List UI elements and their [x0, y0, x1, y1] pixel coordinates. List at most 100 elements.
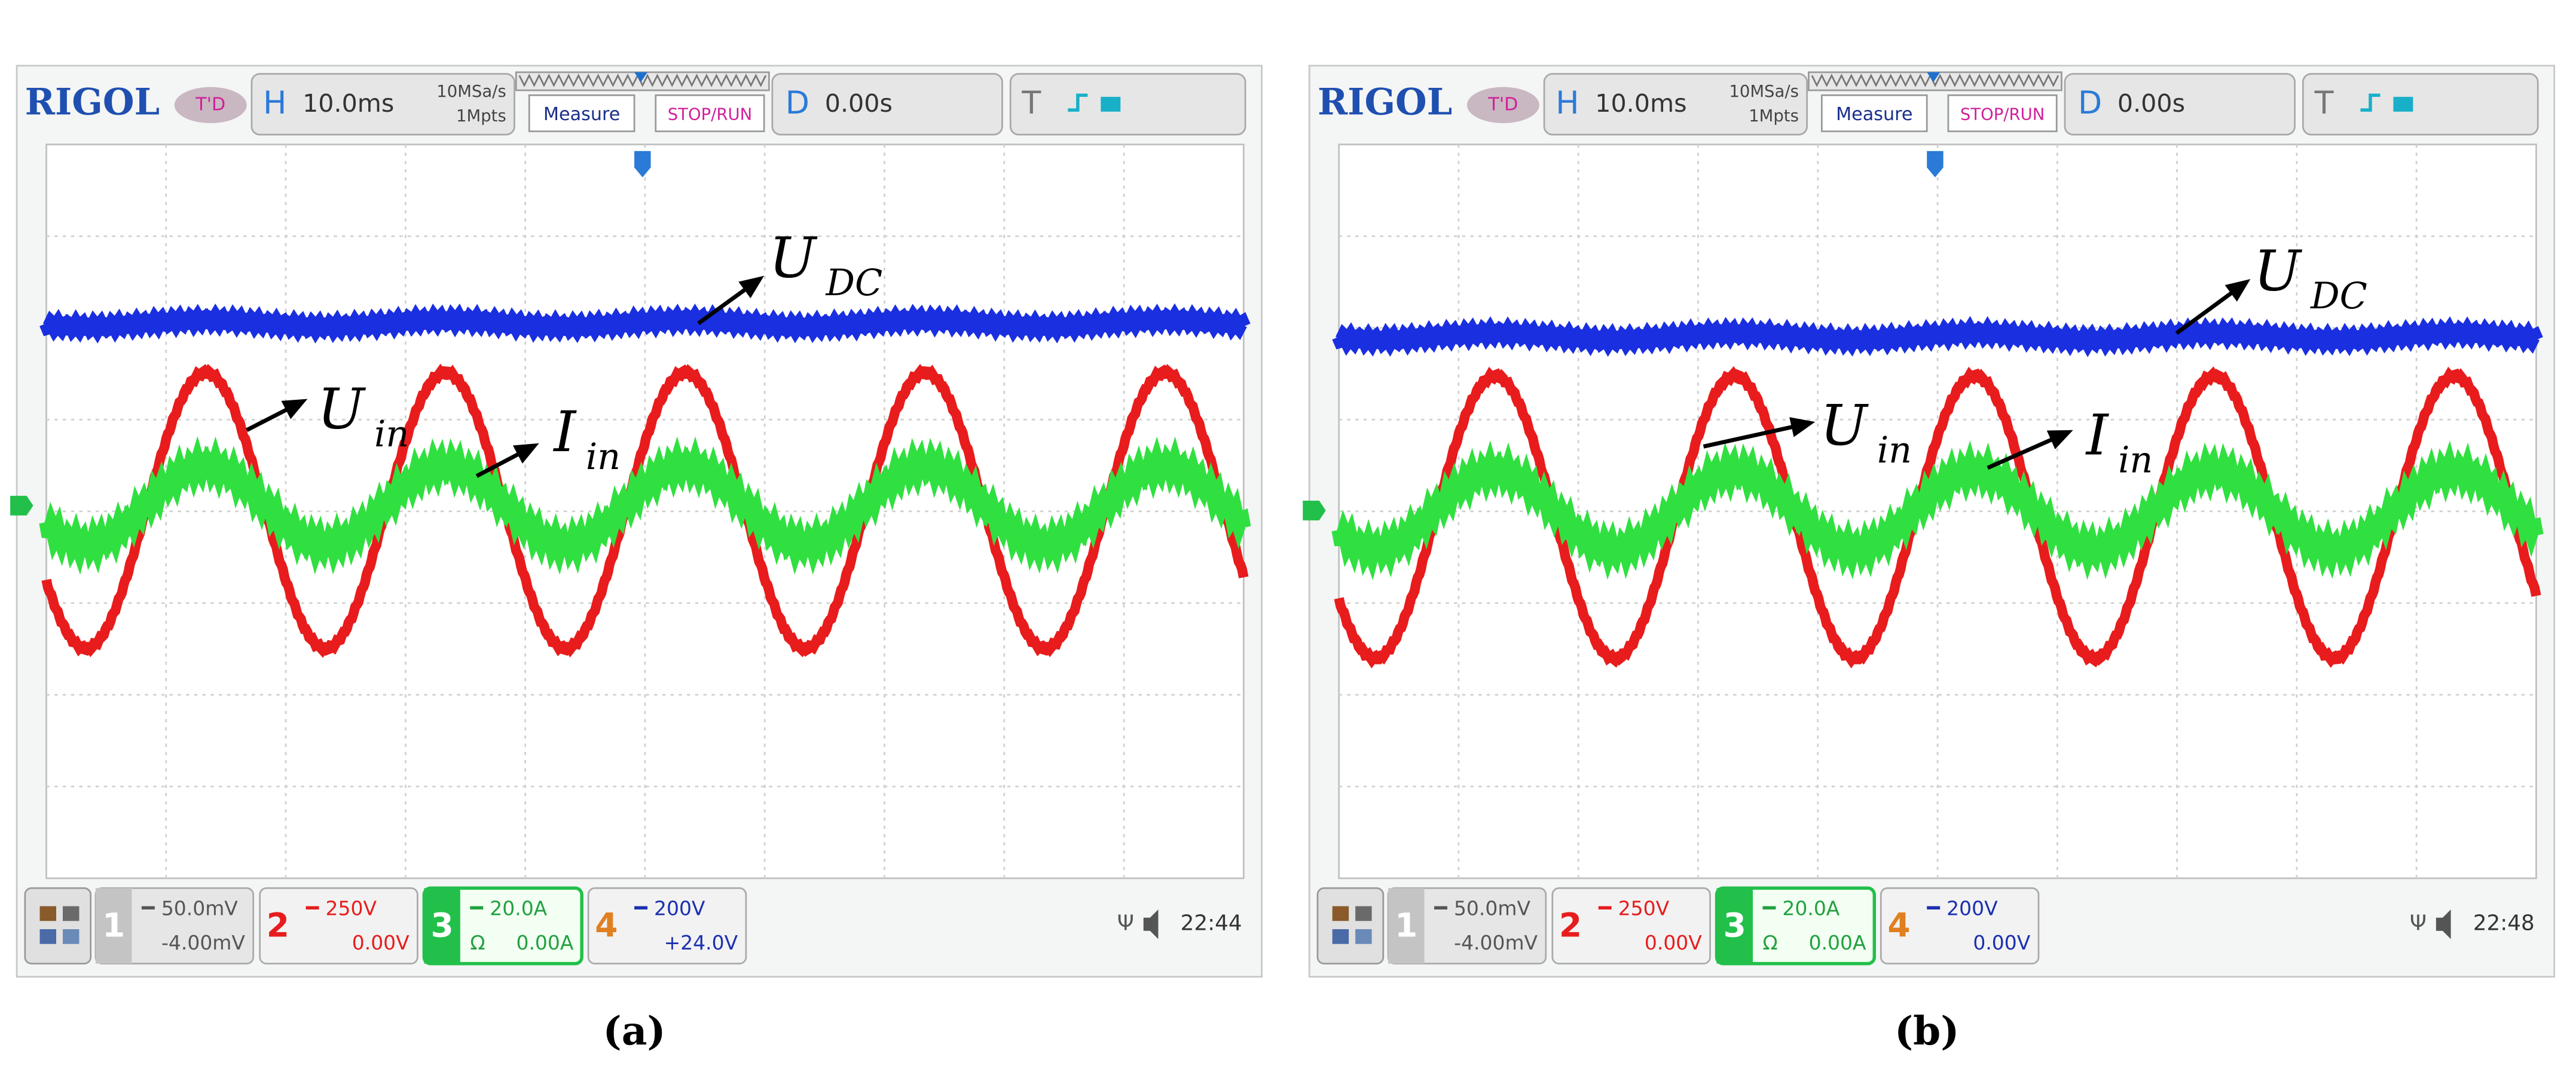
- timebase: 10.0ms: [302, 89, 394, 118]
- annotation-symbol: U: [1820, 393, 1869, 458]
- trigger-edge-icon: [2360, 93, 2381, 112]
- delay-key: D: [2078, 85, 2102, 121]
- trigger-mode: T'D: [1487, 94, 1518, 115]
- horizontal-box: [1543, 73, 1808, 136]
- run-label: STOP/RUN: [668, 105, 752, 124]
- run-button: [1947, 94, 2058, 133]
- menu-icon-cell: [39, 906, 57, 921]
- annotation-symbol: I: [552, 400, 577, 465]
- input-voltage-trace: [41, 363, 1249, 658]
- menu-icon-cell: [39, 929, 57, 944]
- channel-offset: 0.00V: [1645, 931, 1702, 954]
- trigger-box: [2302, 73, 2539, 136]
- trigger-source-icon: [2393, 97, 2413, 112]
- horizontal-key: H: [263, 85, 286, 121]
- channel-number-box: [95, 888, 132, 964]
- channel-number-box: [424, 888, 460, 964]
- annotation-subscript: DC: [826, 262, 883, 304]
- trigger-box: [1009, 73, 1246, 136]
- scope-panel: RIGOL T'D H 10.0ms 10MSa/s 1Mpts Measure STOP/R…: [10, 65, 1263, 1054]
- channel-number: 1: [1395, 906, 1417, 944]
- annotation-arrowhead: [738, 275, 765, 299]
- channel-scale: 200V: [654, 897, 705, 920]
- dc-voltage-trace: [39, 303, 1251, 344]
- trigger-edge-icon: [1068, 93, 1088, 112]
- channel-number-box: [1388, 888, 1425, 964]
- usb-icon: Ψ: [1117, 911, 1134, 936]
- menu-icon-cell: [62, 906, 80, 921]
- annotation-arrowhead: [2224, 279, 2251, 302]
- channel-number-box: [1716, 888, 1753, 964]
- plot-area: [1338, 143, 2537, 880]
- annotation-symbol: U: [769, 226, 818, 291]
- channel-scale: 50.0mV: [1454, 897, 1530, 920]
- annotation-symbol: U: [2254, 239, 2303, 304]
- menu-icon-box: [24, 887, 92, 965]
- measure-label: Measure: [543, 104, 620, 125]
- annotation-arrowhead: [281, 399, 308, 419]
- annotation-symbol: U: [317, 377, 366, 442]
- channel-scale: 250V: [326, 897, 377, 920]
- channel-box: [1880, 887, 2040, 965]
- menu-icon-cell: [1332, 929, 1349, 944]
- memory-pointer: [634, 72, 648, 82]
- annotation-subscript: in: [1877, 430, 1912, 471]
- channel-number: 1: [102, 906, 125, 944]
- memory-pointer: [1927, 72, 1941, 82]
- annotation-arrow: [697, 283, 752, 326]
- clock: 22:48: [2473, 911, 2535, 936]
- horizontal-box: [250, 73, 515, 136]
- annotation-arrow: [1987, 434, 2059, 470]
- trigger-source-icon: [1101, 97, 1121, 112]
- speaker-icon: [1143, 909, 1159, 939]
- channel-offset: 0.00A: [516, 931, 573, 954]
- annotation-arrow: [2175, 287, 2239, 335]
- brand: RIGOL: [1318, 81, 1452, 123]
- channel-3-marker: [10, 495, 33, 516]
- delay-key: D: [786, 85, 809, 121]
- menu-icon-cell: [62, 929, 80, 944]
- annotation-subscript: in: [374, 413, 409, 455]
- trigger-position-marker: [1927, 151, 1944, 177]
- annotation-arrowhead: [1789, 417, 1816, 437]
- delay-value: 0.00s: [2117, 89, 2185, 118]
- scope-panel: RIGOL T'D H 10.0ms 10MSa/s 1Mpts Measure STOP/R…: [1303, 65, 2556, 1054]
- annotation-arrowhead: [2046, 430, 2073, 449]
- usb-icon: Ψ: [2410, 911, 2427, 936]
- measure-label: Measure: [1836, 104, 1912, 125]
- sample-rate: 10MSa/s: [1729, 82, 1799, 101]
- trigger-mode: T'D: [195, 94, 225, 115]
- annotation-arrowhead: [512, 443, 539, 464]
- annotation-arrow: [246, 405, 294, 432]
- delay-value: 0.00s: [825, 89, 893, 118]
- menu-icon-cell: [1355, 929, 1372, 944]
- channel-number: 3: [1724, 906, 1746, 944]
- channel-box: [259, 887, 418, 965]
- annotation-arrow: [1703, 423, 1800, 449]
- annotation-subscript: in: [2118, 439, 2153, 481]
- channel-box: [1551, 887, 1711, 965]
- channel-offset: -4.00mV: [161, 931, 245, 954]
- mode-badge: [1466, 87, 1539, 124]
- input-current-trace: [39, 436, 1251, 575]
- channel-offset: 0.00V: [352, 931, 410, 954]
- run-button: [655, 94, 765, 133]
- channel-box: [587, 887, 747, 965]
- trigger-key: T: [2314, 85, 2334, 121]
- menu-icon-cell: [1332, 906, 1349, 921]
- channel-number: 4: [1887, 906, 1910, 944]
- channel-offset: 0.00A: [1809, 931, 1866, 954]
- channel-offset: +24.0V: [664, 931, 738, 954]
- input-voltage-trace: [1334, 366, 2541, 669]
- plot-area: [45, 143, 1245, 880]
- channel-number: 2: [1559, 906, 1582, 944]
- input-current-trace: [1331, 440, 2544, 581]
- channel-scale: 250V: [1618, 897, 1670, 920]
- measure-button: [1821, 94, 1928, 133]
- channel-3-marker: [1303, 500, 1326, 520]
- memory-wave: [518, 73, 767, 87]
- annotation-subscript: in: [586, 436, 621, 478]
- channel-number: 3: [431, 906, 454, 944]
